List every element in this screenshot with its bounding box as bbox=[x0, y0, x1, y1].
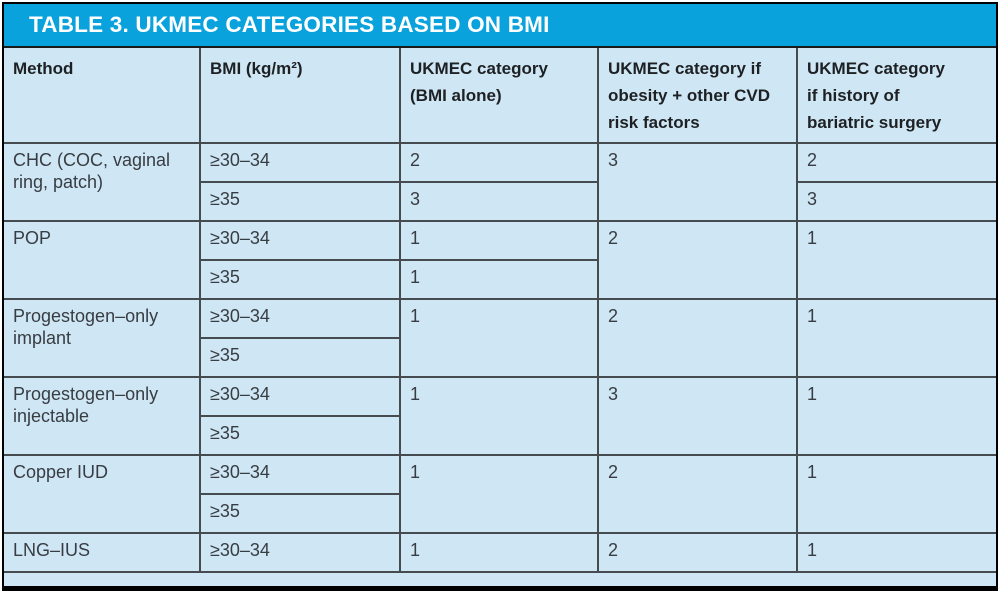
cell-ukmec-value: 1 bbox=[796, 298, 996, 378]
cell-ukmec-value: 2 bbox=[597, 532, 798, 573]
cell-ukmec-value: 3 bbox=[399, 181, 599, 222]
cell-ukmec-value: 2 bbox=[597, 298, 798, 378]
cell-ukmec-value: 1 bbox=[796, 220, 996, 300]
cell-ukmec-value: 1 bbox=[399, 298, 599, 378]
cell-ukmec-value: 1 bbox=[399, 532, 599, 573]
table-row: ≥35 bbox=[4, 337, 996, 378]
cell-ukmec-value: 1 bbox=[796, 532, 996, 573]
cell-bmi-range: ≥30–34 bbox=[199, 298, 401, 339]
table-row: Progestogen–only injectable ≥30–34 1 3 1 bbox=[4, 376, 996, 456]
header-cell-bmi: BMI (kg/m²) bbox=[199, 48, 401, 144]
cell-ukmec-value: 1 bbox=[796, 376, 996, 456]
ukmec-bmi-table: Method BMI (kg/m²) UKMEC category (BMI a… bbox=[4, 48, 996, 573]
table-row: CHC (COC, vaginal ring, patch) ≥30–34 2 … bbox=[4, 142, 996, 222]
table-title-bar: TABLE 3. UKMEC CATEGORIES BASED ON BMI bbox=[4, 4, 996, 48]
cell-bmi-range: ≥35 bbox=[200, 337, 400, 378]
cell-bmi-range: ≥30–34 bbox=[199, 376, 401, 417]
cell-bmi-range: ≥30–34 bbox=[199, 532, 401, 573]
cell-ukmec-value: 2 bbox=[796, 142, 996, 183]
cell-ukmec-value: 2 bbox=[597, 454, 798, 534]
cell-ukmec-value: 1 bbox=[399, 454, 599, 534]
cell-bmi-range: ≥30–34 bbox=[199, 220, 401, 261]
table-row: ≥35 3 3 bbox=[4, 181, 996, 222]
cell-method-lng-ius: LNG–IUS bbox=[4, 532, 201, 573]
header-cell-method: Method bbox=[4, 48, 201, 144]
cell-ukmec-value: 2 bbox=[399, 142, 599, 183]
cell-ukmec-value: 1 bbox=[796, 454, 996, 534]
table-row: LNG–IUS ≥30–34 1 2 1 bbox=[4, 532, 996, 573]
cell-bmi-range: ≥35 bbox=[200, 259, 401, 300]
table-row: Copper IUD ≥30–34 1 2 1 bbox=[4, 454, 996, 534]
header-cell-ukmec-bariatric: UKMEC category if history of bariatric s… bbox=[796, 48, 996, 144]
cell-method-implant: Progestogen–only implant bbox=[4, 298, 201, 378]
header-cell-ukmec-cvd: UKMEC category if obesity + other CVD ri… bbox=[597, 48, 798, 144]
cell-method-injectable: Progestogen–only injectable bbox=[4, 376, 201, 456]
cell-bmi-range: ≥30–34 bbox=[199, 142, 401, 183]
cell-ukmec-value: 3 bbox=[597, 376, 798, 456]
cell-ukmec-value: 1 bbox=[399, 259, 598, 300]
table-row: ≥35 bbox=[4, 415, 996, 456]
header-row: Method BMI (kg/m²) UKMEC category (BMI a… bbox=[4, 48, 996, 144]
cell-ukmec-value: 2 bbox=[597, 220, 798, 300]
table-row: Progestogen–only implant ≥30–34 1 2 1 bbox=[4, 298, 996, 378]
header-cell-ukmec-bmi-alone: UKMEC category (BMI alone) bbox=[399, 48, 599, 144]
cell-bmi-range: ≥35 bbox=[200, 415, 400, 456]
cell-bmi-range: ≥35 bbox=[200, 181, 401, 222]
cell-method-pop: POP bbox=[4, 220, 201, 300]
table-title: TABLE 3. UKMEC CATEGORIES BASED ON BMI bbox=[29, 12, 550, 37]
cell-bmi-range: ≥30–34 bbox=[199, 454, 401, 495]
table-row: ≥35 bbox=[4, 493, 996, 534]
cell-ukmec-value: 3 bbox=[796, 181, 996, 222]
cell-ukmec-value: 1 bbox=[399, 376, 599, 456]
table-row: ≥35 1 bbox=[4, 259, 996, 300]
cell-method-chc: CHC (COC, vaginal ring, patch) bbox=[4, 142, 201, 222]
cell-ukmec-value: 3 bbox=[597, 142, 798, 222]
table-row: POP ≥30–34 1 2 1 bbox=[4, 220, 996, 300]
cell-method-copper-iud: Copper IUD bbox=[4, 454, 201, 534]
cell-ukmec-value: 1 bbox=[399, 220, 599, 261]
cell-bmi-range: ≥35 bbox=[200, 493, 400, 534]
